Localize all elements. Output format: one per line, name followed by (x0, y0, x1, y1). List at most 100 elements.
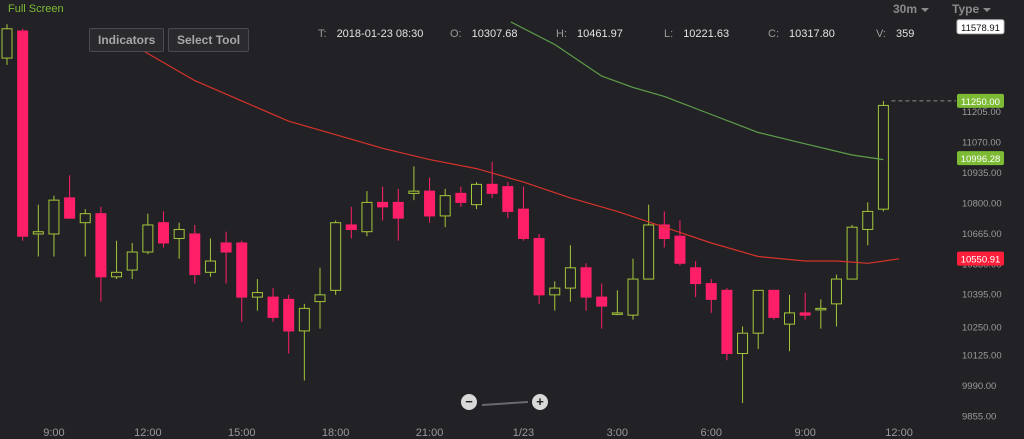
candle-down (799, 312, 811, 316)
candle-up (471, 183, 482, 206)
y-tick-label: 11205.00 (962, 107, 1001, 118)
candle-up (32, 231, 44, 235)
price-label-text: 11250.00 (961, 97, 1000, 108)
ohlc-t-value: 2018-01-23 08:30 (336, 28, 424, 40)
y-tick-label: 10250.00 (962, 322, 1002, 333)
candle-down (158, 222, 169, 244)
candle-up (126, 251, 138, 271)
candle-up (549, 287, 561, 296)
candle-down (283, 298, 295, 332)
indicators-button[interactable]: Indicators (89, 28, 165, 52)
candle-down (721, 289, 733, 354)
ohlc-v-label: V: (876, 28, 886, 40)
x-tick-label: 3:00 (607, 427, 628, 439)
x-tick-label: 6:00 (701, 427, 722, 439)
candle-down (424, 190, 436, 217)
x-tick-label: 9:00 (43, 427, 64, 439)
candle-up (48, 199, 60, 235)
candle-down (533, 237, 545, 296)
candle-up (298, 307, 310, 332)
candle-down (455, 192, 467, 203)
candle-down (658, 224, 670, 239)
y-tick-label: 9990.00 (962, 381, 996, 392)
candle-up (111, 271, 123, 278)
candle-down (17, 30, 29, 237)
x-tick-label: 21:00 (416, 427, 444, 439)
zoom-in-button[interactable]: + (532, 394, 548, 410)
candle-up (361, 201, 373, 233)
candle-up (564, 267, 576, 289)
ohlc-open: O: 10307.68 (450, 28, 518, 40)
candle-down (705, 283, 717, 300)
candle-down (517, 208, 529, 239)
candle-up (251, 292, 263, 298)
type-dropdown[interactable]: Type (952, 2, 992, 16)
candle-down (267, 296, 279, 318)
candle-up (627, 278, 639, 316)
ohlc-o-label: O: (450, 28, 462, 40)
candle-down (189, 233, 201, 276)
candle-up (752, 289, 764, 334)
candle-down (768, 289, 780, 318)
zoom-slider[interactable] (480, 396, 530, 408)
price-label-text: 11578.91 (961, 23, 1000, 34)
y-tick-label: 10665.00 (962, 229, 1002, 240)
ohlc-high: H: 10461.97 (556, 28, 623, 40)
candle-down (236, 242, 248, 298)
price-label-text: 10550.91 (961, 255, 1001, 266)
candle-up (643, 224, 655, 280)
chevron-down-icon (983, 7, 992, 12)
ohlc-t-label: T: (318, 28, 327, 40)
select-tool-button[interactable]: Select Tool (168, 28, 250, 52)
candle-up (408, 190, 420, 194)
interval-label: 30m (893, 2, 918, 16)
candle-down (377, 201, 389, 208)
candle-up (877, 104, 889, 210)
y-tick-label: 10125.00 (962, 351, 1002, 362)
candle-up (204, 260, 216, 273)
chevron-down-icon (921, 7, 930, 12)
moving-average-red (131, 43, 900, 264)
candle-up (830, 278, 842, 305)
y-tick-label: 10800.00 (962, 198, 1002, 209)
candle-down (64, 197, 76, 219)
ohlc-c-value: 10317.80 (789, 28, 835, 40)
ohlc-low: L: 10221.63 (664, 28, 729, 40)
ohlc-v-value: 359 (896, 28, 915, 40)
ohlc-close: C: 10317.80 (768, 28, 835, 40)
candle-down (690, 267, 702, 285)
candle-down (345, 224, 357, 230)
candle-down (220, 242, 232, 253)
y-tick-label: 10395.00 (962, 290, 1002, 301)
candle-up (784, 312, 795, 325)
ohlc-o-value: 10307.68 (471, 28, 518, 40)
zoom-out-button[interactable]: − (461, 394, 477, 410)
candle-up (815, 307, 827, 311)
candle-down (95, 213, 107, 278)
candle-up (173, 228, 185, 239)
price-label-text: 10996.28 (961, 154, 1001, 165)
full-screen-link[interactable]: Full Screen (8, 3, 64, 15)
moving-average-green (510, 21, 884, 161)
ohlc-volume: V: 359 (876, 28, 914, 40)
x-tick-label: 1/23 (513, 427, 534, 439)
candle-up (314, 294, 326, 303)
candle-down (392, 201, 404, 219)
candle-up (1, 28, 13, 59)
candle-up (330, 222, 342, 291)
ohlc-c-label: C: (768, 28, 779, 40)
candle-up (862, 210, 874, 230)
y-tick-label: 9855.00 (962, 411, 996, 422)
x-tick-label: 12:00 (885, 427, 913, 439)
interval-dropdown[interactable]: 30m (893, 2, 930, 16)
price-label-badge (957, 93, 1004, 108)
ohlc-l-label: L: (664, 28, 674, 40)
candle-down (502, 186, 514, 212)
x-tick-label: 12:00 (134, 427, 162, 439)
price-label-badge (957, 251, 1004, 266)
candle-up (737, 332, 749, 354)
y-tick-label: 11070.00 (962, 138, 1001, 149)
y-tick-label: 10935.00 (962, 168, 1002, 179)
ohlc-h-value: 10461.97 (577, 28, 623, 40)
